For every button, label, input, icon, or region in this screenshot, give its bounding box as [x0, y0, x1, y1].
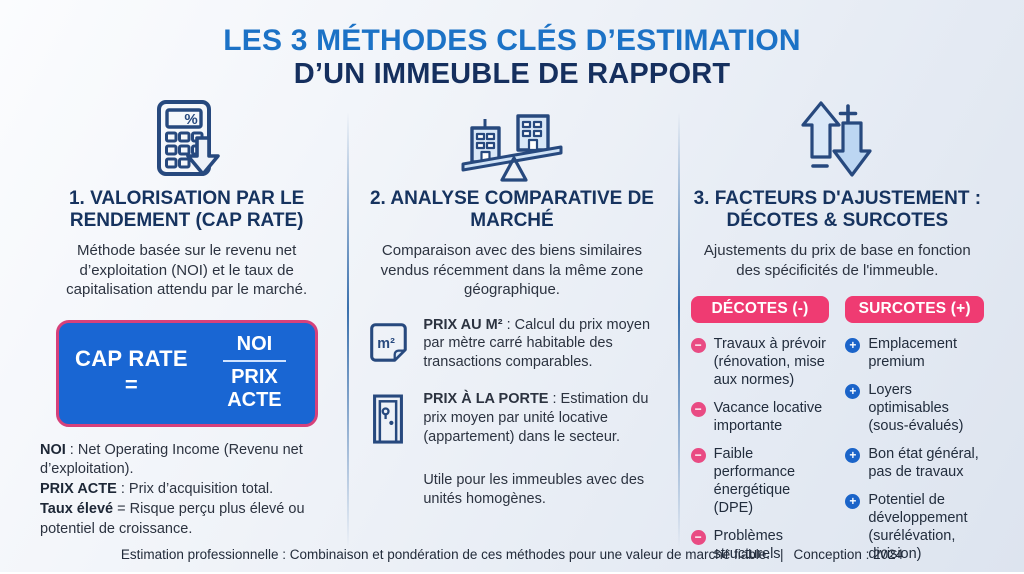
door-icon — [365, 390, 411, 453]
column3-heading: 3. FACTEURS D'AJUSTEMENT : DÉCOTES & SUR… — [693, 188, 982, 232]
title-line-1: LES 3 MÉTHODES CLÉS D’ESTIMATION — [223, 24, 801, 57]
formula-fraction: NOI PRIX ACTE — [204, 333, 304, 412]
column1-description: Méthode basée sur le revenu net d’exploi… — [66, 242, 308, 299]
calculator-icon: % — [40, 96, 333, 184]
comparison-items: m² PRIX AU M² : Calcul du prix moyen par… — [365, 316, 658, 454]
decotes-badge: DÉCOTES (-) — [690, 296, 830, 324]
column3-description: Ajustements du prix de base en fonction … — [703, 242, 971, 279]
surcotes-badge: SURCOTES (+) — [845, 296, 984, 324]
decote-item: − Vacance locative importante — [690, 400, 830, 436]
formula-numerator: NOI — [222, 333, 287, 362]
column-divider-1 — [347, 112, 349, 548]
footer-separator: | — [780, 547, 784, 562]
cap-rate-notes: NOI : Net Operating Income (Revenu net d… — [40, 441, 333, 539]
column-cap-rate: % 1. VALORISATION PAR LE RENDEMENT (CAP … — [24, 96, 349, 574]
svg-text:%: % — [184, 111, 197, 128]
footer: Estimation professionnelle : Combinaison… — [0, 547, 1024, 562]
surcote-item: + Bon état général, pas de travaux — [845, 446, 984, 482]
surcote-item: + Potentiel de développement (surélévatio… — [845, 492, 984, 564]
surcotes-list: + Emplacement premium + Loyers optimisable… — [845, 336, 984, 564]
plus-icon: + — [845, 338, 861, 354]
column-analyse-comparative: 2. ANALYSE COMPARATIVE DE MARCHÉ Compara… — [349, 96, 674, 574]
square-meter-icon: m² — [365, 316, 411, 371]
note-prix-acte: PRIX ACTE : Prix d’acquisition total. — [40, 481, 274, 498]
plus-icon: + — [845, 384, 861, 400]
methods-columns: % 1. VALORISATION PAR LE RENDEMENT (CAP … — [0, 96, 1024, 574]
column2-description: Comparaison avec des biens similaires ve… — [380, 242, 644, 299]
up-down-arrows-icon — [691, 96, 984, 184]
surcotes-column: SURCOTES (+) + Emplacement premium + Loyer… — [845, 296, 984, 574]
column2-heading: 2. ANALYSE COMPARATIVE DE MARCHÉ — [369, 188, 654, 232]
plus-icon: + — [845, 493, 861, 509]
decotes-list: − Travaux à prévoir (rénovation, mise aux… — [690, 336, 830, 564]
note-taux-eleve: Taux élevé = Risque perçu plus élevé ou … — [40, 501, 305, 537]
column-facteurs-ajustement: 3. FACTEURS D'AJUSTEMENT : DÉCOTES & SUR… — [675, 96, 1000, 574]
title-line-2: D’UN IMMEUBLE DE RAPPORT — [293, 57, 731, 90]
footer-text: Estimation professionnelle : Combinaison… — [120, 547, 771, 562]
adjustments-grid: DÉCOTES (-) − Travaux à prévoir (rénovati… — [690, 296, 984, 574]
minus-icon: − — [690, 402, 706, 418]
decotes-column: DÉCOTES (-) − Travaux à prévoir (rénovati… — [690, 296, 830, 574]
page-title: LES 3 MÉTHODES CLÉS D’ESTIMATION D’UN IM… — [0, 0, 1024, 90]
decote-item: − Problèmes structurels — [690, 528, 830, 564]
footer-conception: Conception : 2024 — [793, 547, 904, 562]
minus-icon: − — [690, 338, 706, 354]
minus-icon: − — [690, 447, 706, 463]
column-divider-2 — [678, 112, 680, 548]
note-noi: NOI : Net Operating Income (Revenu net d… — [40, 441, 303, 477]
decote-item: − Faible performance énergétique (DPE) — [690, 446, 830, 518]
formula-denominator: PRIX ACTE — [227, 365, 282, 411]
item-prix-a-la-porte: PRIX À LA PORTE : Estimation du prix moy… — [365, 390, 658, 453]
cap-rate-formula: CAP RATE = NOI PRIX ACTE — [55, 319, 318, 427]
plus-icon: + — [845, 447, 861, 463]
buildings-balance-icon — [365, 96, 658, 184]
column1-heading: 1. VALORISATION PAR LE RENDEMENT (CAP RA… — [68, 188, 305, 232]
decote-item: − Travaux à prévoir (rénovation, mise aux… — [690, 336, 830, 390]
surcote-item: + Emplacement premium — [845, 336, 984, 372]
minus-icon: − — [690, 529, 706, 545]
column2-note: Utile pour les immeubles avec des unités… — [423, 472, 645, 507]
surcote-item: + Loyers optimisables (sous-évalués) — [845, 382, 984, 436]
svg-text:m²: m² — [378, 335, 396, 351]
item-prix-au-m2: m² PRIX AU M² : Calcul du prix moyen par… — [365, 316, 658, 373]
formula-lhs: CAP RATE = — [75, 346, 188, 398]
